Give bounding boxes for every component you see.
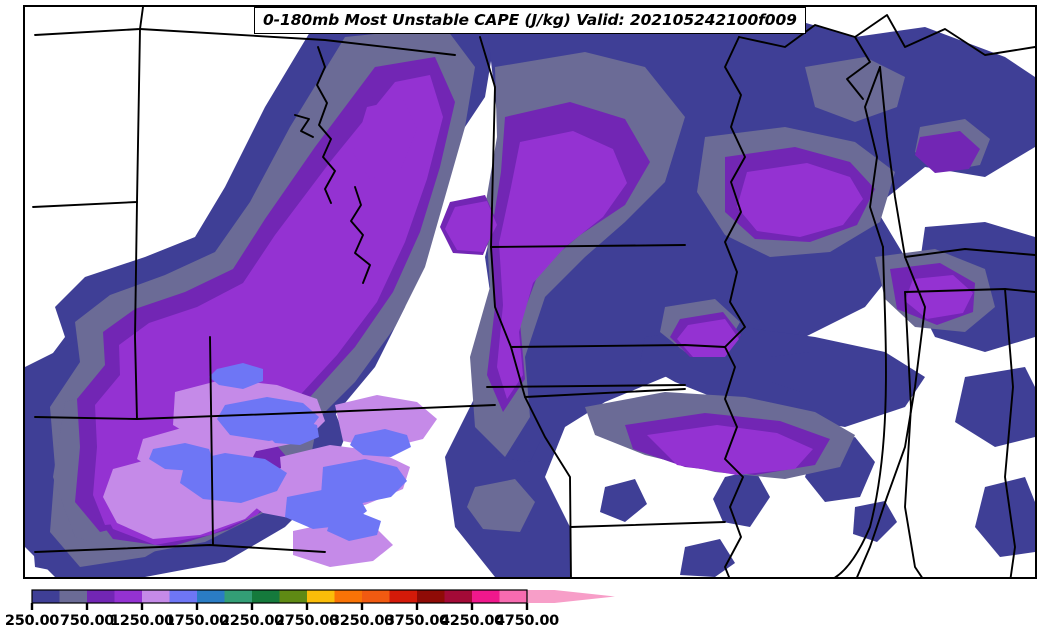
lake-michigan-west-shore <box>879 66 906 258</box>
colorbar-segment <box>169 590 198 603</box>
border-ne-ks <box>490 244 686 248</box>
colorbar-segment <box>307 590 336 603</box>
colorbar-tick-label: 2750.00 <box>275 613 339 629</box>
border-mi-up <box>846 36 871 100</box>
border-mo-ks <box>524 388 686 398</box>
state-boundaries-group <box>32 7 1035 577</box>
border-co-ok-north <box>136 404 496 420</box>
colorbar-segment <box>362 590 391 603</box>
lake-michigan-east-shore <box>856 256 926 577</box>
colorbar-segment <box>59 590 88 603</box>
colorbar-segment <box>499 590 528 603</box>
colorbar-tick-label: 750.00 <box>60 613 114 629</box>
river-missouri-ne <box>316 46 336 204</box>
colorbar-outline <box>31 589 528 604</box>
border-tx-nm <box>209 336 214 546</box>
colorbar-segment <box>87 590 116 603</box>
colorbar: 250.00 750.00 1250.00 1750.00 2250.00 2750.00… <box>0 579 1042 633</box>
colorbar-segment <box>417 590 446 603</box>
colorbar-segment <box>142 590 171 603</box>
colorbar-tick-label: 3750.00 <box>385 613 449 629</box>
river-tributary <box>294 114 314 138</box>
colorbar-segment <box>389 590 418 603</box>
border-wi-mn-north <box>738 14 1035 56</box>
river-mississippi-il <box>724 346 744 577</box>
colorbar-tick-label: 2250.00 <box>220 613 284 629</box>
colorbar-ticks <box>30 603 529 610</box>
colorbar-tick-label: 4250.00 <box>440 613 504 629</box>
border-in-oh <box>1004 288 1016 577</box>
border-co-nm <box>34 416 138 420</box>
border-wy-co <box>32 28 141 208</box>
colorbar-segment <box>114 590 143 603</box>
colorbar-segment <box>32 590 61 603</box>
colorbar-tick-label: 1250.00 <box>110 613 174 629</box>
border-ks-ok <box>486 384 686 388</box>
lake-michigan-inner <box>864 66 884 248</box>
colorbar-segment <box>527 590 615 603</box>
border-ia-mo <box>510 344 726 348</box>
border-il-in <box>904 291 923 577</box>
cape-map-svg <box>25 7 1035 577</box>
colorbar-svg: 250.00 750.001250.001750.002250.002750.00… <box>5 589 615 629</box>
river-mississippi-mo <box>524 396 572 577</box>
colorbar-tick-labels: 250.00 750.001250.001750.002250.002750.00… <box>5 613 560 629</box>
colorbar-segment <box>252 590 281 603</box>
plot-title: 0-180mb Most Unstable CAPE (J/kg) Valid:… <box>254 7 806 34</box>
border-wi-il <box>904 248 1035 258</box>
map-panel <box>23 5 1037 579</box>
river-platte <box>350 186 371 284</box>
colorbar-segment <box>197 590 226 603</box>
colorbar-segment <box>224 590 253 603</box>
colorbar-tick-label: 250.00 <box>5 613 59 629</box>
border-ne-sd <box>139 28 456 56</box>
border-wy-ne-north <box>34 7 144 36</box>
colorbar-segments <box>31 589 615 604</box>
lake-michigan-basin <box>834 246 887 577</box>
colorbar-segment <box>279 590 308 603</box>
river-mississippi-upper <box>724 36 746 348</box>
border-ne-ia <box>479 36 496 248</box>
border-co-west <box>134 201 138 420</box>
border-ok-tx-panhandle <box>34 544 326 553</box>
colorbar-tick-label: 1750.00 <box>165 613 229 629</box>
river-missouri-upper <box>490 246 526 398</box>
colorbar-segment <box>472 590 501 603</box>
colorbar-segment <box>444 590 473 603</box>
cape-band-1500-1750 <box>149 363 411 541</box>
colorbar-tick-label: 4750.00 <box>495 613 559 629</box>
colorbar-segment <box>334 590 363 603</box>
colorbar-tick-label: 3250.00 <box>330 613 394 629</box>
border-mo-ar <box>570 521 726 528</box>
